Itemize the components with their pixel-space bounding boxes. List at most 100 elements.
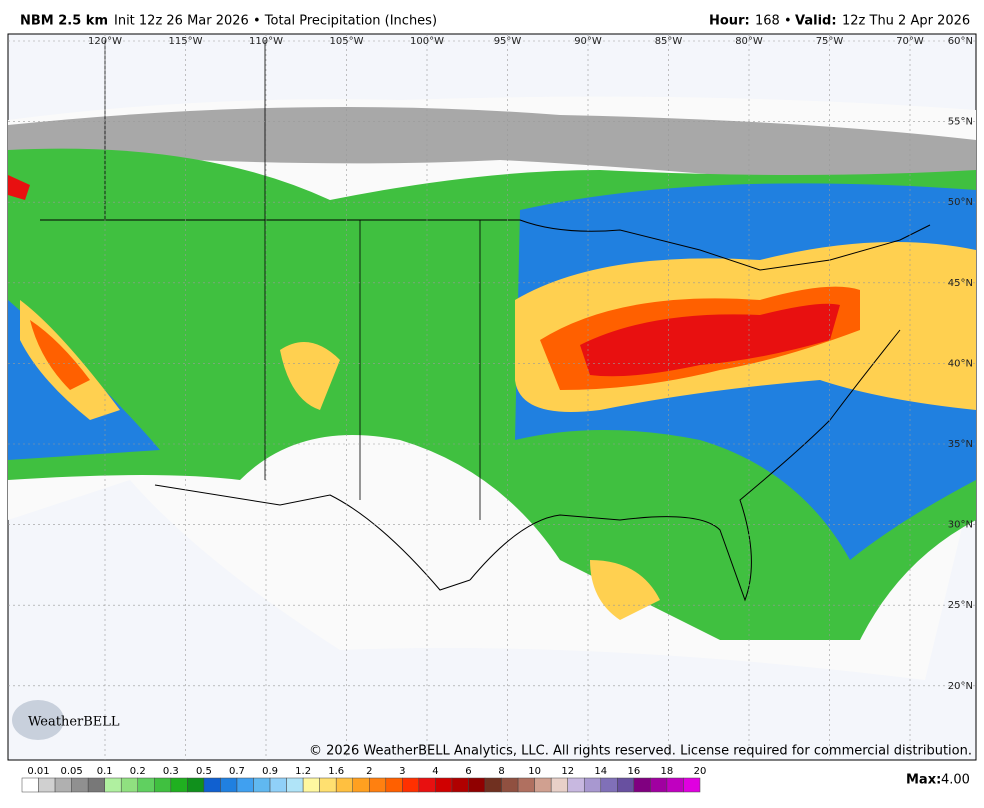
color-swatch: [583, 777, 602, 793]
borders: [40, 40, 931, 602]
lat-label: 60°N: [948, 36, 973, 47]
color-swatch: [600, 777, 618, 793]
map: 120°W 115°W 110°W 105°W 100°W 95°W 90°W 85°W 80°…: [7, 33, 977, 761]
color-swatch: [253, 777, 271, 793]
colorbar-label: 18: [661, 766, 674, 777]
color-swatch: [418, 777, 436, 793]
colorbar-label: 20: [694, 766, 707, 777]
colorbar-label: 0.5: [196, 766, 212, 777]
lon-label: 110°W: [249, 36, 283, 47]
colorbar-label: 0.1: [97, 766, 113, 777]
color-swatch: [154, 777, 172, 793]
color-swatch: [650, 777, 668, 793]
lon-labels: 120°W 115°W 110°W 105°W 100°W 95°W 90°W 85°W 80°…: [88, 36, 924, 47]
lon-label: 105°W: [330, 36, 364, 47]
coastline: [469, 329, 901, 602]
color-swatch: [534, 777, 552, 793]
precip-gray: [8, 107, 976, 200]
colorbar-label: 0.2: [130, 766, 146, 777]
color-swatch: [71, 777, 89, 793]
color-swatch: [236, 777, 254, 793]
color-swatch: [54, 777, 72, 793]
hour-value: 168 •: [755, 14, 792, 29]
lat-label: 35°N: [948, 439, 973, 450]
lat-label: 25°N: [948, 600, 973, 611]
max-value: 4.00: [941, 773, 970, 788]
lat-label: 20°N: [948, 681, 973, 692]
color-swatch: [120, 777, 139, 793]
max-label: Max:: [906, 773, 941, 788]
color-swatch: [286, 777, 304, 793]
us-mexico-border: [154, 484, 471, 591]
colorbar-label: 1.6: [328, 766, 344, 777]
colorbar-label: 0.01: [27, 766, 49, 777]
color-swatch: [269, 777, 287, 793]
colorbar-label: 0.3: [163, 766, 179, 777]
color-swatch: [451, 777, 469, 793]
valid-value: 12z Thu 2 Apr 2026: [842, 14, 970, 29]
color-swatch: [187, 777, 205, 793]
color-swatch: [666, 777, 684, 793]
colorbar-label: 1.2: [295, 766, 311, 777]
color-swatch: [484, 777, 502, 793]
colorbar-label: 10: [528, 766, 541, 777]
lon-label: 75°W: [816, 36, 844, 47]
colorbar-label: 3: [399, 766, 405, 777]
color-swatch: [385, 777, 403, 793]
color-swatch: [38, 777, 56, 793]
lon-label: 70°W: [896, 36, 924, 47]
color-swatch: [352, 777, 370, 793]
lon-label: 100°W: [410, 36, 444, 47]
color-swatch: [335, 777, 353, 793]
copyright: © 2026 WeatherBELL Analytics, LLC. All r…: [309, 744, 972, 759]
lon-label: 85°W: [655, 36, 683, 47]
colorbar-label: 16: [627, 766, 640, 777]
colorbar-label: 14: [594, 766, 607, 777]
lon-label: 90°W: [574, 36, 602, 47]
color-swatch: [87, 777, 105, 793]
lon-label: 95°W: [494, 36, 522, 47]
colorbar-label: 2: [366, 766, 372, 777]
color-swatch: [220, 777, 238, 793]
color-swatch: [468, 777, 486, 793]
color-swatch: [517, 777, 535, 793]
colorbar-label: 12: [561, 766, 574, 777]
colorbar-label: 6: [465, 766, 471, 777]
color-swatch: [137, 777, 155, 793]
colorbar-label: 0.9: [262, 766, 278, 777]
colorbar-label: 4: [432, 766, 438, 777]
color-swatch: [683, 777, 701, 793]
color-swatch: [203, 777, 221, 793]
lat-label: 55°N: [948, 117, 973, 128]
lat-label: 40°N: [948, 358, 973, 369]
color-swatch: [104, 777, 122, 793]
us-canada-border: [40, 219, 931, 271]
color-swatch: [435, 777, 453, 793]
color-swatch: [550, 777, 568, 793]
colorbar-label: 0.05: [60, 766, 82, 777]
color-swatch: [633, 777, 651, 793]
lon-label: 80°W: [735, 36, 763, 47]
lon-label: 115°W: [169, 36, 203, 47]
init-info: Init 12z 26 Mar 2026 • Total Precipitati…: [114, 14, 437, 29]
hour-label: Hour:: [709, 14, 750, 29]
precip-red: [8, 175, 840, 377]
graticule: [8, 34, 976, 760]
valid-label: Valid:: [795, 14, 837, 29]
lat-label: 30°N: [948, 520, 973, 531]
color-swatch: [319, 777, 337, 793]
color-swatch: [170, 777, 188, 793]
color-swatch: [302, 777, 320, 793]
lat-labels: 60°N 55°N 50°N 45°N 40°N 35°N 30°N 25°N 20°N: [948, 36, 973, 692]
color-swatch: [567, 777, 585, 793]
model-name: NBM 2.5 km: [20, 14, 108, 29]
lat-label: 45°N: [948, 278, 973, 289]
colorbar: 0.01 0.05 0.1 0.2 0.3 0.5 0.7 0.9 1.2 1.6 2 3 4 6 8 10 1…: [21, 766, 707, 793]
color-swatch: [369, 777, 387, 793]
lon-label: 120°W: [88, 36, 122, 47]
colorbar-label: 0.7: [229, 766, 245, 777]
color-swatch: [21, 777, 39, 793]
color-swatch: [402, 777, 420, 793]
color-swatch: [501, 777, 519, 793]
